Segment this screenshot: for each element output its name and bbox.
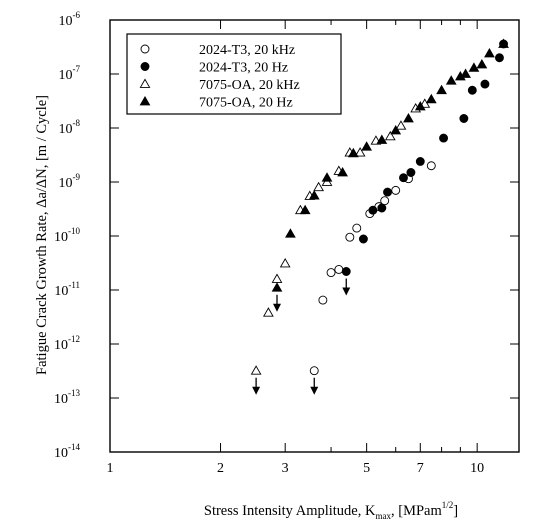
threshold-point xyxy=(271,282,283,292)
data-point xyxy=(313,181,324,192)
data-point xyxy=(390,124,402,135)
data-markers xyxy=(250,38,509,376)
legend-label: 7075-OA, 20 Hz xyxy=(199,96,293,111)
x-axis-label-unit-sup: 1/2 xyxy=(442,500,454,510)
data-point xyxy=(498,38,509,48)
x-axis-label-sub: max xyxy=(375,511,391,521)
data-point xyxy=(468,62,480,72)
data-point xyxy=(406,168,416,177)
data-point xyxy=(368,205,378,215)
threshold-arrows xyxy=(252,278,351,395)
x-axis-label-main: Stress Intensity Amplitude, K xyxy=(204,503,376,519)
y-tick-label: 10-14 xyxy=(54,442,80,461)
down-arrow-head xyxy=(273,303,282,312)
legend-label: 2024-T3, 20 kHz xyxy=(199,43,295,58)
data-point xyxy=(480,79,490,89)
data-point xyxy=(285,228,296,238)
data-point xyxy=(380,196,390,206)
data-point xyxy=(347,147,359,158)
y-tick-label: 10-8 xyxy=(59,118,81,137)
data-point xyxy=(279,257,291,268)
down-arrow-head xyxy=(310,386,319,395)
data-point xyxy=(391,185,401,195)
y-tick-label: 10-7 xyxy=(59,64,81,83)
data-point xyxy=(425,93,437,104)
y-axis-ticks: 10-14 10-13 10-12 10-11 10-10 10-9 10-8 10-7 10-… xyxy=(54,10,519,461)
x-tick-label: 2 xyxy=(217,461,224,476)
legend-label: 2024-T3, 20 Hz xyxy=(199,61,288,76)
data-point xyxy=(384,130,396,141)
data-point xyxy=(399,173,408,183)
data-point xyxy=(318,295,328,305)
data-point xyxy=(459,114,469,123)
threshold-point xyxy=(309,366,319,376)
data-point xyxy=(377,203,387,213)
x-tick-label: 10 xyxy=(470,461,484,476)
y-tick-label: 10-13 xyxy=(54,388,80,407)
x-axis-label-unit: , [MPam xyxy=(391,503,442,519)
data-point xyxy=(403,112,414,123)
x-tick-label: 3 xyxy=(282,461,289,476)
data-point xyxy=(345,232,355,242)
down-arrow-head xyxy=(252,386,261,395)
x-axis-label-unit-end: ] xyxy=(453,503,458,519)
down-arrow-head xyxy=(342,287,351,296)
y-tick-label: 10-10 xyxy=(54,226,80,245)
data-point xyxy=(460,68,471,78)
legend: 2024-T3, 20 kHz 2024-T3, 20 Hz 7075-OA, 20… xyxy=(126,33,342,115)
data-point xyxy=(426,161,436,171)
data-point xyxy=(308,190,320,200)
y-tick-label: 10-12 xyxy=(54,334,80,353)
x-tick-label: 1 xyxy=(107,461,114,476)
y-axis-label: Fatigue Crack Growth Rate, Δa/ΔN, [m / C… xyxy=(34,95,50,375)
x-axis-ticks: 1 2 3 5 7 10 xyxy=(107,20,484,476)
data-point xyxy=(352,223,362,233)
y-tick-label: 10-11 xyxy=(54,280,80,299)
data-point xyxy=(484,47,495,58)
data-point xyxy=(326,268,336,278)
y-tick-label: 10-6 xyxy=(59,10,81,29)
data-point xyxy=(337,166,348,177)
data-point xyxy=(354,147,366,157)
data-point xyxy=(476,58,488,69)
data-point xyxy=(436,84,447,95)
legend-box xyxy=(126,33,342,115)
data-point xyxy=(358,234,368,244)
data-point xyxy=(376,134,388,144)
data-point xyxy=(439,133,449,143)
data-point xyxy=(445,75,457,85)
legend-label: 7075-OA, 20 kHz xyxy=(199,78,300,93)
y-tick-label: 10-9 xyxy=(59,172,81,191)
data-point xyxy=(361,141,373,151)
data-point xyxy=(299,204,311,215)
data-point xyxy=(263,307,274,317)
x-tick-label: 7 xyxy=(417,461,424,476)
threshold-point xyxy=(341,267,351,276)
legend-marker xyxy=(139,95,151,106)
data-point xyxy=(414,101,426,111)
data-point xyxy=(334,265,344,274)
data-point xyxy=(321,172,333,182)
data-point xyxy=(467,85,477,95)
data-point xyxy=(395,120,407,130)
legend-marker xyxy=(140,62,150,71)
data-point xyxy=(495,53,504,63)
data-point xyxy=(415,157,425,166)
x-axis-label: Stress Intensity Amplitude, Kmax, [MPam1… xyxy=(204,500,458,521)
threshold-point xyxy=(250,365,262,375)
legend-marker xyxy=(139,78,151,88)
data-point xyxy=(383,187,392,197)
legend-marker xyxy=(140,44,150,54)
x-tick-label: 5 xyxy=(363,461,370,476)
